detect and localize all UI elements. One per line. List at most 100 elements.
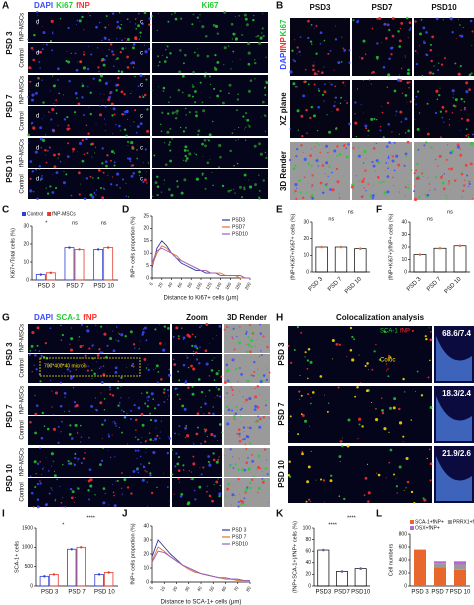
speck — [69, 487, 73, 491]
speck — [113, 161, 116, 164]
speck — [246, 118, 250, 122]
speck — [85, 177, 89, 180]
speck — [183, 338, 185, 340]
speck — [231, 388, 234, 391]
speck — [466, 118, 470, 122]
speck — [74, 456, 77, 460]
speck — [64, 505, 67, 508]
speck — [248, 185, 253, 189]
speck — [428, 71, 432, 75]
bar — [76, 546, 87, 587]
speck — [101, 196, 105, 200]
speck — [323, 83, 326, 86]
speck — [44, 149, 47, 152]
speck — [165, 45, 167, 47]
bar-point — [43, 575, 46, 578]
speck — [327, 175, 329, 178]
speck — [130, 125, 131, 127]
speck — [387, 157, 390, 160]
speck — [164, 163, 168, 167]
speck — [81, 159, 85, 163]
speck — [269, 417, 271, 419]
micrograph — [288, 386, 432, 443]
speck — [51, 32, 54, 35]
speck — [177, 370, 180, 373]
speck — [51, 107, 55, 112]
speck — [319, 478, 323, 481]
speck — [111, 50, 114, 53]
speck — [39, 179, 42, 181]
speck — [227, 434, 229, 436]
speck — [197, 426, 199, 429]
speck — [37, 499, 39, 502]
panel-label: D — [122, 205, 129, 216]
speck — [191, 477, 194, 481]
speck — [134, 436, 137, 439]
speck — [99, 74, 103, 78]
bar — [39, 575, 50, 587]
speck — [261, 27, 264, 30]
y-tick-label: 0 — [404, 583, 407, 589]
speck — [391, 155, 395, 158]
speck — [296, 46, 299, 49]
speck — [148, 17, 151, 20]
speck — [141, 330, 145, 334]
panel-label: H — [276, 313, 283, 324]
speck — [157, 12, 159, 14]
speck — [449, 151, 453, 155]
speck — [111, 176, 114, 178]
speck — [91, 195, 95, 199]
speck — [216, 94, 220, 98]
speck — [116, 37, 118, 39]
speck — [131, 46, 135, 50]
speck — [304, 68, 307, 71]
speck — [261, 480, 265, 484]
speck — [316, 156, 318, 158]
speck — [153, 154, 156, 157]
speck — [345, 147, 348, 149]
speck — [146, 481, 148, 483]
speck — [94, 146, 97, 148]
speck — [429, 479, 432, 482]
speck — [300, 394, 303, 397]
bar — [93, 248, 104, 281]
speck — [61, 421, 63, 423]
speck — [35, 368, 38, 371]
speck — [292, 59, 295, 61]
speck — [143, 44, 145, 46]
speck — [149, 472, 152, 475]
speck — [323, 90, 327, 94]
speck — [110, 183, 113, 186]
speck — [248, 442, 252, 445]
speck — [148, 47, 151, 51]
column-label: PSD7 — [372, 3, 393, 12]
bar-point — [49, 271, 53, 274]
speck — [137, 24, 141, 28]
speck — [302, 151, 304, 153]
speck — [372, 70, 375, 74]
speck — [411, 329, 414, 332]
x-tick-label: 40 — [196, 585, 203, 592]
speck — [381, 111, 384, 114]
speck — [107, 24, 109, 26]
y-tick-label: 25 — [143, 213, 149, 219]
speck — [237, 505, 240, 508]
speck — [204, 403, 207, 405]
region-mark: c — [140, 20, 143, 26]
speck — [144, 148, 147, 151]
speck — [89, 175, 92, 178]
speck — [166, 130, 170, 134]
speck — [342, 47, 345, 50]
speck — [130, 409, 133, 412]
speck — [213, 379, 216, 381]
speck — [395, 110, 398, 113]
coloc-cloud — [436, 336, 472, 381]
row-label: fNP-MSCs — [20, 76, 26, 104]
y-tick-label: 5 — [146, 263, 149, 269]
speck — [51, 465, 53, 467]
speck — [37, 14, 39, 16]
speck — [85, 124, 88, 127]
y-axis-label: SCA-1+ cells — [14, 541, 20, 573]
speck — [341, 437, 343, 439]
speck — [441, 105, 445, 109]
